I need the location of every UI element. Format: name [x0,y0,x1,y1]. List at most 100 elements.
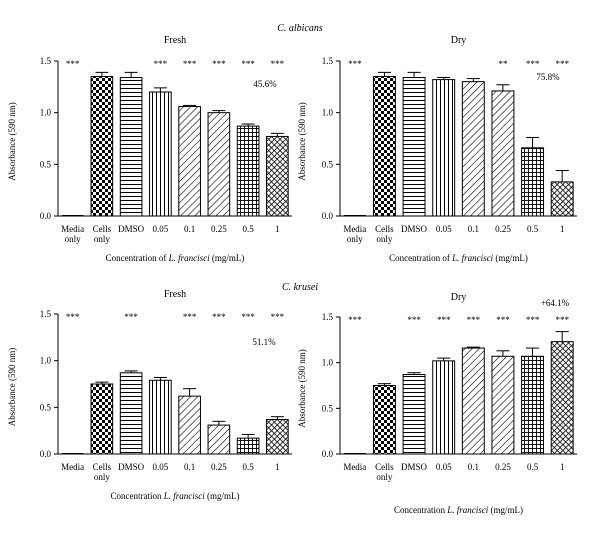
x-tick-label: Cells [375,224,394,234]
x-tick-label: 0.05 [436,224,452,234]
y-axis-title: Absorbance (590 nm) [7,102,17,180]
significance-marker: *** [212,312,226,322]
x-tick-label: 0.1 [468,462,479,472]
x-tick-label: 0.25 [211,462,227,472]
x-tick-label: Media [61,462,84,472]
bar [491,355,515,455]
y-tick-label: 0.5 [40,159,52,169]
x-tick-label: 1 [275,462,280,472]
x-tick-label: DMSO [401,224,428,234]
y-tick-label: 1.5 [322,56,334,66]
bar [402,77,426,217]
x-tick-label: 0.5 [243,224,255,234]
y-tick-label: 0.0 [40,449,52,459]
y-tick-label: 1.5 [40,56,52,66]
significance-marker: *** [183,312,197,322]
x-axis-title: Concentration L. francisci (mg/mL) [394,505,523,515]
y-tick-label: 1.0 [40,108,52,118]
group-title-krusei: C. krusei [282,282,318,293]
x-tick-label: DMSO [118,224,145,234]
y-axis-title: Absorbance (590 nm) [7,348,17,426]
x-tick-label: 0.25 [495,224,511,234]
panel-title: Dry [451,35,467,46]
bar [119,77,143,217]
bar [550,341,574,455]
x-tick-label: 0.05 [153,224,169,234]
bar [550,181,574,217]
bar [266,418,289,455]
bar [372,76,396,217]
bar [178,395,201,455]
bar [402,374,426,455]
x-tick-label: only [376,472,393,482]
x-tick-label: 0.25 [495,462,511,472]
x-tick-label: 0.5 [527,462,539,472]
significance-marker: *** [437,315,451,325]
x-tick-label: Media [61,224,84,234]
x-tick-label: DMSO [118,462,145,472]
x-tick-label: Cells [93,462,112,472]
panel-title: Fresh [164,289,186,300]
annotation-percent: 75.8% [536,72,560,82]
panel-title: Fresh [164,35,186,46]
panel-title: Dry [451,292,467,303]
significance-marker: *** [407,315,421,325]
annotation-percent: 45.6% [253,79,277,89]
significance-marker: *** [183,59,197,69]
chart-krusei-fresh: Fresh 0.0 0.5 1.0 1.5 Absorbance (590 nm) Medi… [7,289,292,501]
significance-marker: *** [496,315,510,325]
x-tick-label: 0.25 [211,224,227,234]
x-tick-label: 0.1 [184,462,195,472]
group-title-albicans: C. albicans [277,23,323,34]
x-tick-label: 1 [275,224,280,234]
x-tick-label: only [347,234,364,244]
x-tick-label: 1 [560,462,565,472]
bar [90,383,114,455]
x-tick-label: Cells [375,462,394,472]
x-tick-label: 1 [560,224,565,234]
x-tick-label: only [94,234,111,244]
bar [521,147,545,217]
x-tick-label: only [376,234,393,244]
chart-krusei-dry: Dry 0.0 0.5 1.0 1.5 Absorbance (590 nm) Media *… [297,292,577,515]
x-tick-label: 0.5 [243,462,255,472]
y-tick-label: 1.0 [322,358,334,368]
significance-marker: *** [66,59,80,69]
y-axis-title: Absorbance (590 nm) [297,102,307,180]
bar [461,81,485,217]
significance-marker: *** [348,59,362,69]
y-tick-label: 1.5 [322,312,334,322]
x-axis-title: Concentration L. francisci (mg/mL) [110,491,239,501]
significance-marker: *** [124,312,138,322]
x-tick-label: 0.05 [153,462,169,472]
significance-marker: *** [66,312,80,322]
significance-marker: *** [555,59,569,69]
significance-marker: *** [555,315,569,325]
significance-marker: *** [526,315,540,325]
y-tick-label: 1.0 [40,356,52,366]
significance-marker: ** [498,59,508,69]
significance-marker: *** [212,59,226,69]
bar [432,360,456,455]
x-tick-label: 0.5 [527,224,539,234]
y-tick-label: 0.5 [322,159,334,169]
chart-albicans-fresh: Fresh 0.0 0.5 1.0 1.5 Absorbance (590 nm) Medi… [7,35,292,263]
x-tick-label: only [94,472,111,482]
bar [432,79,456,217]
chart-albicans-dry: Dry 0.0 0.5 1.0 1.5 Absorbance (590 nm) Mediao… [297,35,577,263]
x-tick-label: 0.1 [184,224,195,234]
significance-marker: *** [526,59,540,69]
x-tick-label: 0.05 [436,462,452,472]
x-axis-title: Concentration of L. francisci (mg/mL) [389,253,528,263]
bar [149,91,172,217]
y-tick-label: 1.0 [322,108,334,118]
bar [178,105,201,217]
y-tick-label: 0.0 [40,211,52,221]
bar [521,355,545,455]
bar [90,76,114,217]
significance-marker: *** [348,315,362,325]
bar [236,437,260,455]
annotation-percent: 51.1% [252,337,276,347]
x-axis-title: Concentration of L. francisci (mg/mL) [106,253,245,263]
